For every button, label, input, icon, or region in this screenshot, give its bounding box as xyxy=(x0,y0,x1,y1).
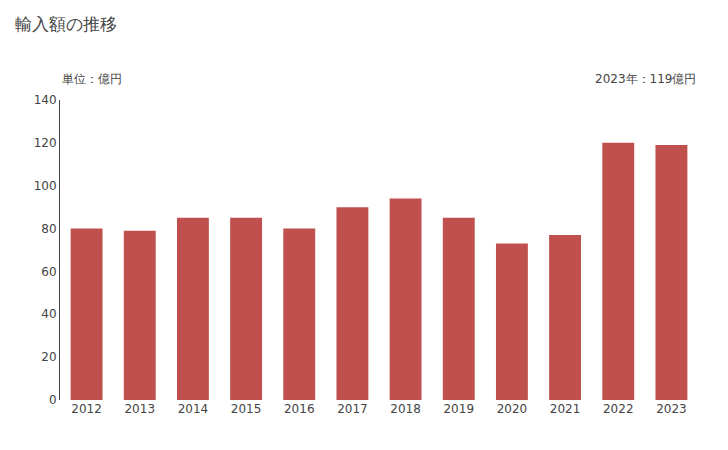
svg-text:100: 100 xyxy=(34,179,57,193)
svg-text:80: 80 xyxy=(41,222,56,236)
svg-text:2016: 2016 xyxy=(284,402,315,416)
svg-text:2020: 2020 xyxy=(497,402,528,416)
svg-text:2019: 2019 xyxy=(443,402,474,416)
svg-text:120: 120 xyxy=(34,136,57,150)
svg-text:140: 140 xyxy=(34,93,57,107)
svg-text:2017: 2017 xyxy=(337,402,368,416)
svg-text:40: 40 xyxy=(41,307,56,321)
svg-text:2022: 2022 xyxy=(603,402,634,416)
svg-text:2023: 2023 xyxy=(656,402,687,416)
svg-text:2018: 2018 xyxy=(390,402,421,416)
svg-text:2014: 2014 xyxy=(178,402,209,416)
svg-text:2012: 2012 xyxy=(71,402,102,416)
svg-text:2015: 2015 xyxy=(231,402,262,416)
svg-text:輸入額の推移: 輸入額の推移 xyxy=(15,14,117,34)
svg-text:60: 60 xyxy=(41,265,56,279)
svg-text:単位：億円: 単位：億円 xyxy=(62,72,122,86)
svg-text:2013: 2013 xyxy=(124,402,155,416)
svg-text:0: 0 xyxy=(49,393,57,407)
svg-text:2021: 2021 xyxy=(550,402,581,416)
svg-text:20: 20 xyxy=(41,350,56,364)
svg-text:2023年：119億円: 2023年：119億円 xyxy=(595,72,696,86)
